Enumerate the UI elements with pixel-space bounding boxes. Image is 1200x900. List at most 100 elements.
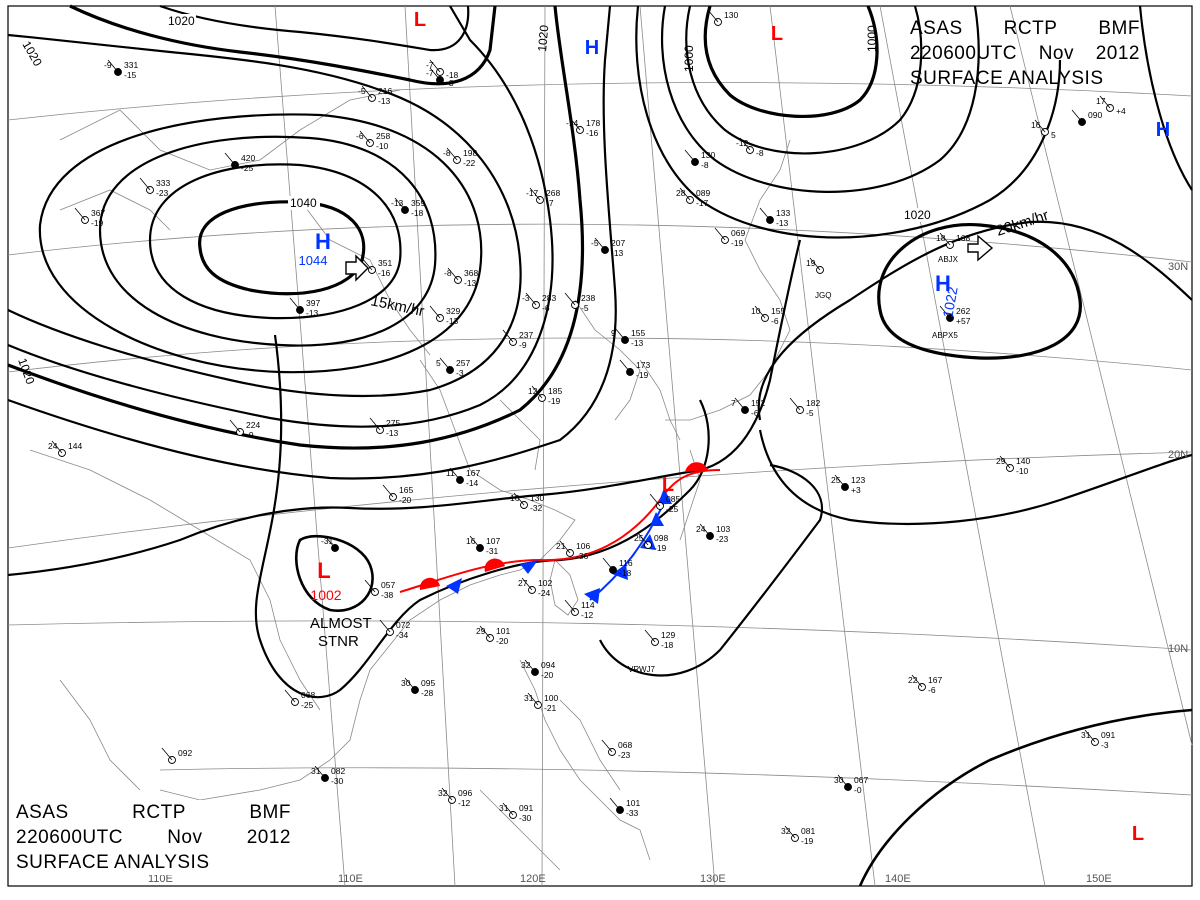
wind-barb-icon [637, 532, 649, 546]
wind-barb-icon [469, 535, 481, 549]
station-dewpoint: -28 [421, 688, 434, 698]
station-plot: 10 155-6 [751, 305, 785, 326]
lon-label: 110E [338, 873, 363, 885]
station-dewpoint: -13 [446, 316, 459, 326]
wind-barb-icon [521, 577, 533, 591]
station-plot: 11 167-14 [446, 467, 480, 488]
low-center-label: L [414, 9, 426, 31]
station-plot: -7 -3 [426, 67, 454, 88]
wind-barb-icon [446, 147, 458, 161]
station-temp: 31 [1081, 730, 1091, 740]
station-plots: -9 331-15-7-18-5 216-13-7-3-6 258-10-8 198-2… [48, 9, 1126, 846]
low-center-label: L [771, 23, 783, 45]
station-temp: 7 [731, 398, 736, 408]
station-plot: 25 098-19 [634, 532, 668, 553]
station-plot: 090 [1071, 109, 1102, 126]
station-dewpoint: -3 [456, 368, 464, 378]
station-plot: 25 123+3 [831, 474, 865, 495]
station-temp: 29 [476, 626, 486, 636]
wind-barb-icon [229, 419, 241, 433]
wind-barb-icon [999, 455, 1011, 469]
station-pressure: 331 [124, 60, 138, 70]
station-dewpoint: -25 [241, 163, 254, 173]
station-dewpoint: -6 [928, 685, 936, 695]
station-pressure: 101 [496, 626, 510, 636]
valid-month: Nov [1038, 43, 1074, 64]
station-dewpoint: -33 [626, 808, 639, 818]
station-temp: 32 [438, 788, 448, 798]
station-plot: -3 283-6 [522, 292, 556, 313]
station-plot: 057-38 [364, 579, 395, 600]
station-temp: 19 [806, 258, 816, 268]
coastlines [29, 89, 791, 871]
station-pressure: 165 [399, 485, 413, 495]
low-center-label: L [662, 474, 674, 496]
station-plot: 130-8 [684, 149, 715, 170]
station-plot: 085-25 [649, 493, 680, 514]
wind-barb-icon [1099, 95, 1111, 109]
station-pressure: 167 [466, 468, 480, 478]
station-pressure: 178 [586, 118, 600, 128]
station-dewpoint: -13 [386, 428, 399, 438]
wind-barb-icon [1034, 119, 1046, 133]
wind-barb-icon [502, 802, 514, 816]
station-dewpoint: -12 [581, 610, 594, 620]
isobar-label-bg [166, 14, 196, 28]
station-dewpoint: -34 [396, 630, 409, 640]
isobar-label: 1020 [168, 14, 195, 28]
cold-front-symbol [612, 564, 628, 580]
station-dewpoint: -8 [701, 160, 709, 170]
high-center-label: H [935, 271, 951, 296]
station-pressure: 067 [854, 775, 868, 785]
station-temp: 5 [436, 358, 441, 368]
station-pressure: 096 [458, 788, 472, 798]
station-plot: 16 130-32 [510, 492, 544, 513]
motion-arrows [345, 234, 994, 282]
wind-barb-icon [614, 327, 626, 341]
station-dewpoint: -5 [581, 303, 589, 313]
lat-label: 10N [1168, 643, 1188, 655]
station-pressure: 182 [806, 398, 820, 408]
wind-barb-icon [289, 297, 301, 311]
station-pressure: 103 [716, 524, 730, 534]
isobars [7, 4, 1193, 887]
station-pressure: 238 [581, 293, 595, 303]
wind-barb-icon [834, 474, 846, 488]
station-dewpoint: 5 [1051, 130, 1056, 140]
station-pressure: 068 [301, 690, 315, 700]
station-pressure: 368 [464, 268, 478, 278]
station-temp: -13 [391, 198, 404, 208]
wind-barb-icon [441, 787, 453, 801]
station-plot: -13 359-18 [391, 197, 425, 218]
station-temp: -31 [321, 536, 334, 546]
station-dewpoint: -3 [1101, 740, 1109, 750]
lon-label: 130E [700, 873, 726, 885]
station-dewpoint: -13 [611, 248, 624, 258]
wind-barb-icon [394, 197, 406, 211]
lon-label: 120E [520, 873, 546, 885]
wind-barb-icon [644, 629, 656, 643]
isobar-label: 1040 [290, 196, 317, 210]
station-plot: 32 094-20 [521, 659, 555, 680]
warm-front-symbol [685, 462, 708, 472]
station-dewpoint: -23 [156, 188, 169, 198]
station-plot: 27 102-24 [518, 577, 552, 598]
wind-barb-icon [679, 187, 691, 201]
wind-barb-icon [284, 689, 296, 703]
station-temp: 10 [751, 306, 761, 316]
station-pressure: 275 [386, 418, 400, 428]
station-dewpoint: -32 [530, 503, 543, 513]
station-dewpoint: -13 [464, 278, 477, 288]
wind-barb-icon [939, 305, 951, 319]
station-pressure: 101 [626, 798, 640, 808]
station-dewpoint: -23 [716, 534, 729, 544]
station-temp: 24 [696, 524, 706, 534]
product-name: SURFACE ANALYSIS [16, 852, 210, 873]
station-dewpoint: -24 [538, 588, 551, 598]
station-dewpoint: -9 [246, 430, 254, 440]
wind-barb-icon [524, 659, 536, 673]
wind-barb-icon [837, 774, 849, 788]
station-plot: 238-5 [564, 292, 595, 313]
station-dewpoint: -19 [636, 370, 649, 380]
station-temp: 30 [401, 678, 411, 688]
